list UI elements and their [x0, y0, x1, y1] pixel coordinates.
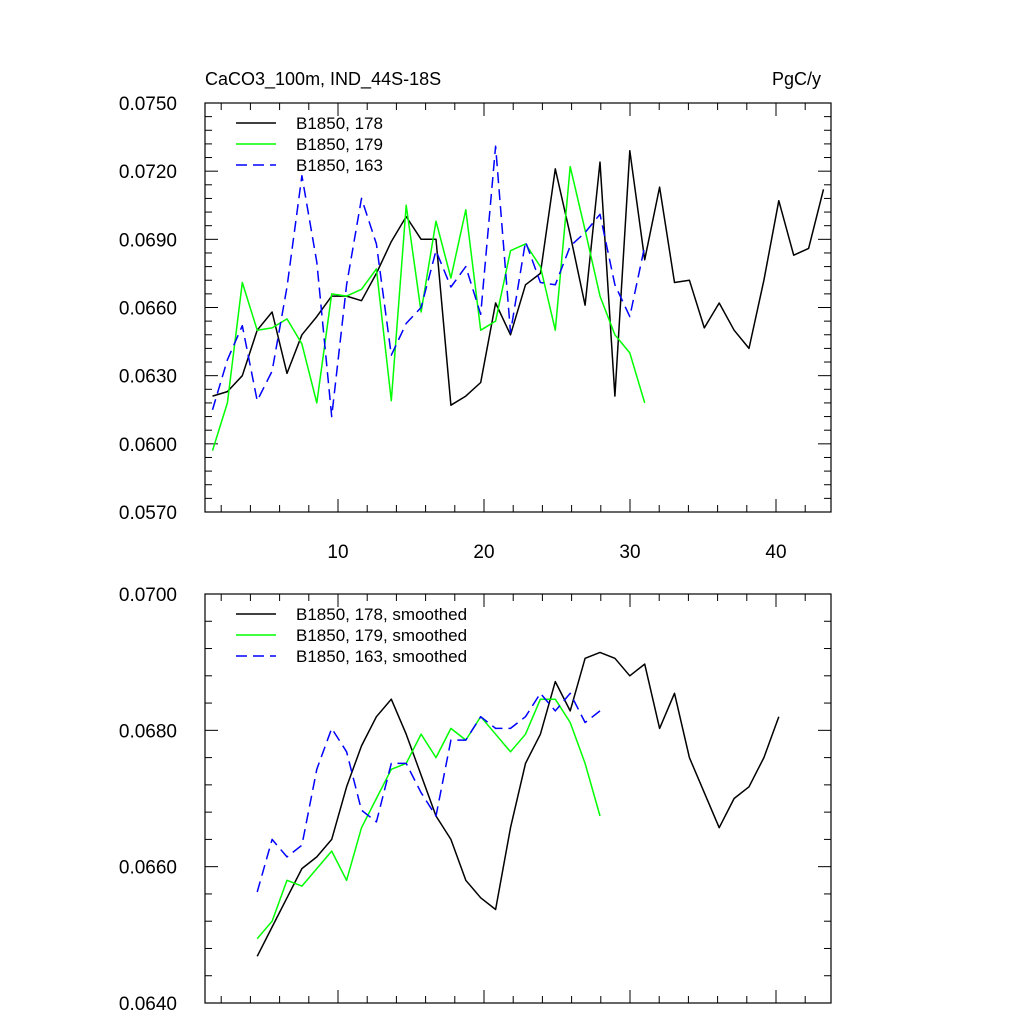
legend-label: B1850, 163, smoothed — [296, 647, 467, 666]
x-tick-label: 10 — [327, 542, 348, 563]
y-tick-label: 0.0660 — [119, 299, 177, 320]
x-tick-label: 30 — [619, 542, 640, 563]
series-line-3 — [211, 145, 646, 418]
y-tick-label: 0.0570 — [119, 503, 177, 524]
y-tick-label: 0.0680 — [119, 721, 177, 742]
series-line-1 — [256, 651, 780, 957]
legend-label: B1850, 179, smoothed — [296, 626, 467, 645]
chart-title-left: CaCO3_100m, IND_44S-18S — [205, 69, 441, 90]
x-tick-label: 40 — [765, 542, 786, 563]
top-chart-panel: 0.0750 0.0720 0.0690 0.0660 0.0630 0.0600 0.05… — [119, 69, 832, 563]
y-tick-label: 0.0690 — [119, 230, 177, 251]
y-tick-label: 0.0700 — [119, 585, 177, 606]
legend-label: B1850, 179 — [296, 135, 383, 154]
y-tick-label: 0.0660 — [119, 858, 177, 879]
legend-label: B1850, 163 — [296, 156, 383, 175]
legend-label: B1850, 178 — [296, 114, 383, 133]
series-line-2 — [211, 165, 646, 451]
y-tick-label: 0.0720 — [119, 162, 177, 183]
y-tick-label: 0.0750 — [119, 94, 177, 115]
series-line-1 — [212, 149, 825, 406]
plot-frame — [204, 593, 832, 1004]
y-tick-label: 0.0630 — [119, 367, 177, 388]
series-line-2 — [256, 698, 601, 940]
y-tick-label: 0.0640 — [119, 994, 177, 1015]
bottom-chart-panel: 0.0700 0.0680 0.0660 0.0640 B1850, 178, smoo… — [119, 585, 832, 1015]
legend-label: B1850, 178, smoothed — [296, 605, 467, 624]
y-tick-label: 0.0600 — [119, 435, 177, 456]
chart-units-label: PgC/y — [772, 69, 821, 89]
series-line-3 — [256, 692, 601, 893]
x-tick-label: 20 — [473, 542, 494, 563]
